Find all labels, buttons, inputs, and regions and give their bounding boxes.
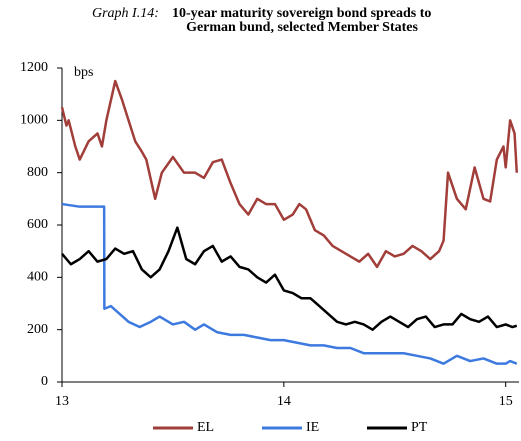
chart-title: 10-year maturity sovereign bond spreads …	[172, 6, 431, 21]
y-tick-label: 1200	[20, 60, 48, 75]
legend-label: IE	[306, 420, 319, 435]
y-tick-label: 600	[27, 217, 48, 232]
legend-label: PT	[411, 420, 428, 435]
y-unit: bps	[74, 65, 93, 80]
y-tick-label: 400	[27, 270, 48, 285]
y-tick-label: 1000	[20, 113, 48, 128]
x-tick-label: 14	[277, 394, 291, 409]
chart-title: German bund, selected Member States	[186, 20, 418, 35]
line-series	[61, 226, 518, 331]
y-tick-label: 0	[41, 374, 48, 389]
chart-title-label: Graph I.14:	[92, 6, 159, 21]
legend-label: EL	[197, 420, 214, 435]
x-tick-label: 13	[55, 394, 69, 409]
line-series	[61, 202, 518, 365]
x-tick-label: 15	[499, 394, 513, 409]
y-tick-label: 800	[27, 165, 48, 180]
y-tick-label: 200	[27, 322, 48, 337]
line-series	[60, 79, 519, 269]
